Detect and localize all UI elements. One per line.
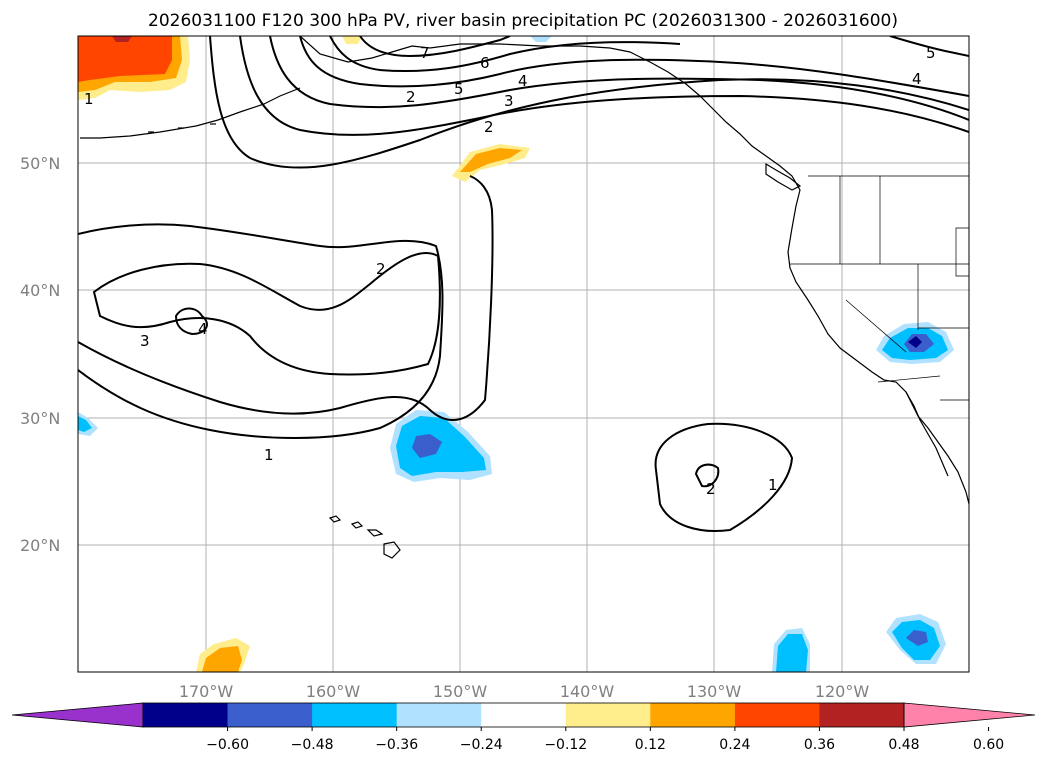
state-borders: [790, 175, 969, 401]
lat-label: 30°N: [20, 409, 60, 428]
colorbar-tick-label: 0.48: [888, 737, 919, 753]
colorbar-extend-high: [903, 702, 1036, 728]
shading-positive-southwest: [196, 638, 250, 672]
contour-label: 4: [912, 70, 922, 88]
shading-negative-central-pacific: [390, 410, 492, 482]
colorbar-tick-label: 0.36: [804, 737, 835, 753]
shading-positive-gulf-alaska: [452, 144, 530, 182]
coastlines: [80, 36, 969, 559]
contour-label: 3: [504, 92, 514, 110]
colorbar-segment: [227, 703, 313, 727]
pv-contours: [78, 36, 969, 532]
colorbar-tick-label: −0.24: [460, 737, 503, 753]
lon-label: 160°W: [306, 682, 361, 701]
map-panel: [77, 35, 970, 673]
contour-label: 5: [454, 80, 464, 98]
lat-label: 40°N: [20, 281, 60, 300]
colorbar-extend-low: [11, 702, 144, 728]
contour-label: 3: [140, 332, 150, 350]
lon-label: 140°W: [560, 682, 615, 701]
latitude-labels: 50°N 40°N 30°N 20°N: [20, 154, 60, 555]
colorbar-segment: [565, 703, 651, 727]
colorbar-tick-label: 0.24: [719, 737, 750, 753]
colorbar-tick-label: −0.12: [544, 737, 587, 753]
shading-negative-south: [772, 628, 810, 672]
figure-title: 2026031100 F120 300 hPa PV, river basin …: [148, 11, 898, 31]
contour-label: 1: [84, 90, 94, 108]
colorbar-segment: [819, 703, 905, 727]
gridlines: [78, 36, 969, 672]
contour-label: 4: [198, 320, 208, 338]
colorbar-tick-label: 0.60: [973, 737, 1004, 753]
contour-label: 4: [518, 72, 528, 90]
map-frame: [77, 35, 970, 673]
lon-label: 150°W: [433, 682, 488, 701]
lon-label: 170°W: [179, 682, 234, 701]
contour-label: 2: [406, 88, 416, 106]
contour-label: 7: [420, 44, 430, 62]
colorbar-segment: [396, 703, 482, 727]
colorbar-tick-label: −0.36: [375, 737, 418, 753]
lon-label: 130°W: [687, 682, 742, 701]
shading-negative-southwest-us: [876, 322, 954, 364]
colorbar-segment: [481, 703, 567, 727]
contour-label: 6: [480, 54, 490, 72]
colorbar: −0.60 −0.48 −0.36 −0.24 −0.12 0.12 0.24 0.36 0.4…: [11, 702, 1036, 753]
colorbar-tick-label: −0.48: [291, 737, 334, 753]
colorbar-segment: [143, 703, 229, 727]
colorbar-segment: [734, 703, 820, 727]
lon-label: 120°W: [815, 682, 870, 701]
shading-negative-far-southeast: [886, 614, 946, 664]
colorbar-frame: [142, 702, 905, 728]
lat-label: 50°N: [20, 154, 60, 173]
colorbar-segment: [650, 703, 736, 727]
map-background: [78, 36, 969, 672]
colorbar-segment: [312, 703, 398, 727]
contour-label: 2: [706, 480, 716, 498]
lat-label: 20°N: [20, 536, 60, 555]
longitude-labels: 170°W 160°W 150°W 140°W 130°W 120°W: [179, 682, 870, 701]
shading-negative-west-edge: [78, 412, 98, 436]
shading-positive-top-small: [342, 36, 552, 44]
contour-label: 1: [264, 446, 274, 464]
contour-label: 1: [768, 476, 778, 494]
colorbar-tick-label: −0.60: [206, 737, 249, 753]
colorbar-tick-label: 0.12: [635, 737, 666, 753]
shading-positive-northwest: [78, 36, 190, 100]
contour-label: 2: [484, 118, 494, 136]
contour-label: 5: [926, 44, 936, 62]
contour-label: 2: [376, 260, 386, 278]
contour-labels: 7 6 5 4 3 2 5 4 2 2 3 4 1 1 2 1: [84, 44, 936, 498]
